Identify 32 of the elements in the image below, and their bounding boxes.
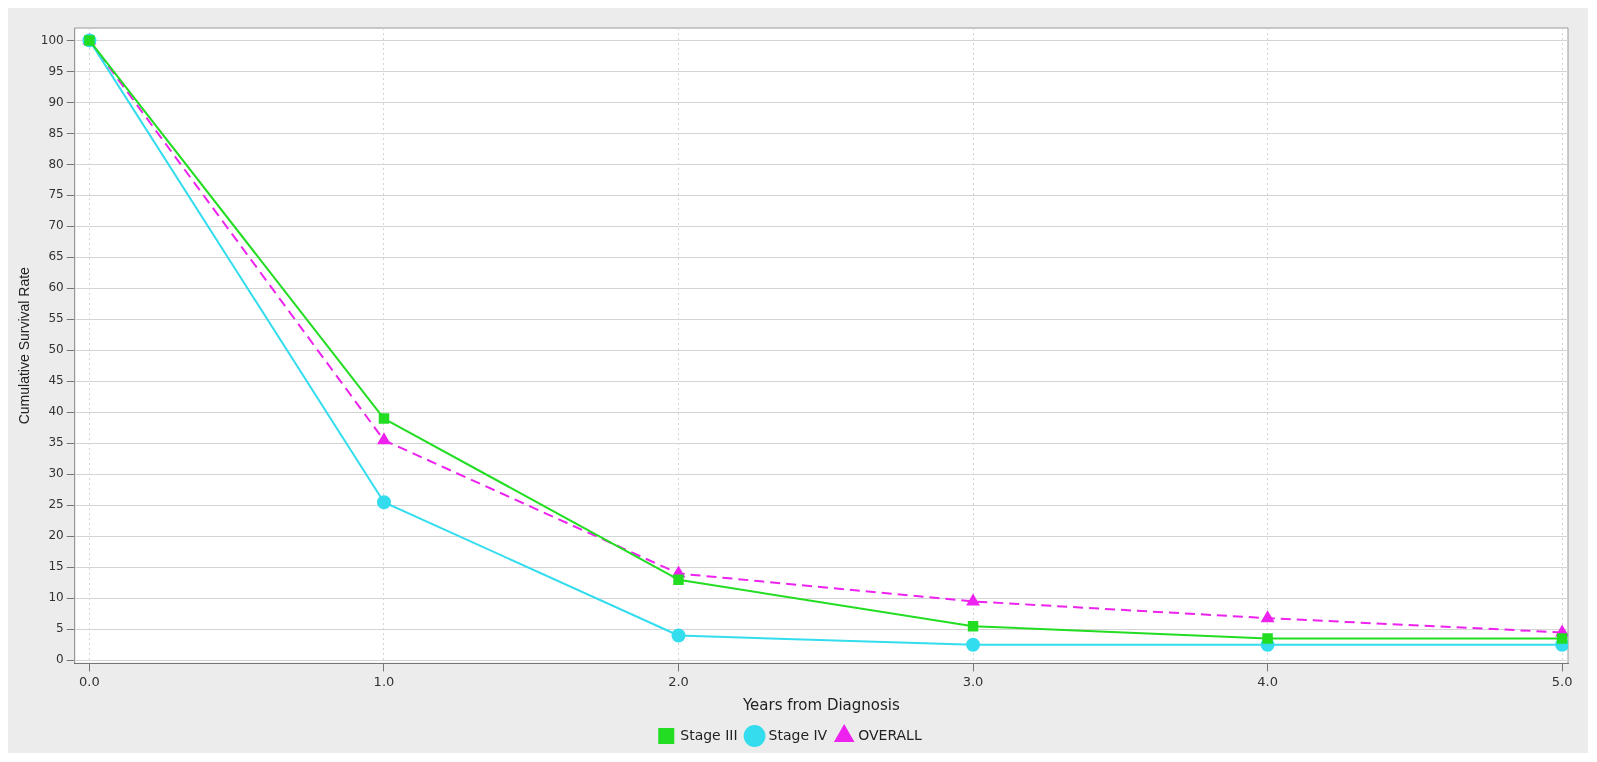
x-axis-title: Years from Diagnosis [741, 695, 900, 714]
x-tick-label: 3.0 [962, 673, 984, 689]
legend-label: Stage III [680, 726, 738, 743]
y-tick-label: 65 [48, 249, 64, 264]
y-tick-label: 90 [48, 94, 64, 109]
y-tick-label: 35 [48, 435, 64, 450]
y-tick-label: 10 [48, 590, 64, 605]
y-tick-label: 85 [48, 125, 64, 140]
x-tick-label: 0.0 [79, 673, 100, 689]
y-tick-label: 55 [48, 311, 64, 326]
y-tick-label: 20 [48, 528, 64, 543]
y-tick-label: 5 [56, 621, 64, 636]
y-tick-label: 40 [48, 404, 64, 419]
legend-label: Stage IV [768, 726, 828, 743]
x-tick-label: 2.0 [668, 673, 689, 689]
y-tick-label: 45 [48, 373, 64, 388]
legend-label: OVERALL [858, 726, 922, 743]
y-tick-label: 95 [48, 63, 64, 78]
x-tick-label: 1.0 [373, 673, 395, 689]
y-tick-label: 60 [48, 280, 64, 295]
y-tick-label: 70 [48, 218, 64, 233]
y-tick-label: 75 [48, 187, 64, 202]
x-tick-label: 4.0 [1257, 673, 1278, 689]
y-tick-label: 80 [48, 156, 64, 171]
y-tick-label: 0 [56, 652, 64, 667]
y-tick-label: 15 [48, 559, 64, 574]
y-axis-title: Cumulative Survival Rate [16, 266, 33, 425]
y-tick-label: 50 [48, 342, 64, 357]
y-tick-label: 100 [40, 32, 64, 47]
y-tick-label: 30 [48, 466, 64, 481]
y-tick-label: 25 [48, 497, 64, 512]
x-tick-label: 5.0 [1551, 673, 1573, 689]
